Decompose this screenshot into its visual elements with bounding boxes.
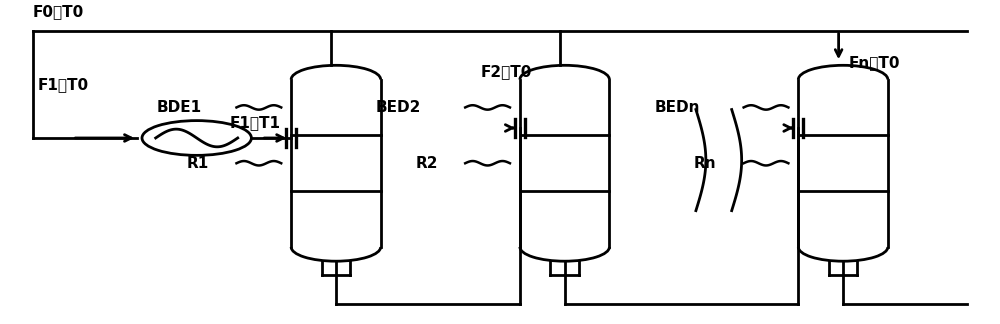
Text: F0、T0: F0、T0 xyxy=(33,4,84,19)
Text: BEDn: BEDn xyxy=(654,100,700,115)
Text: BED2: BED2 xyxy=(376,100,421,115)
FancyBboxPatch shape xyxy=(291,79,381,247)
Text: F2、T0: F2、T0 xyxy=(481,64,532,79)
Text: BDE1: BDE1 xyxy=(157,100,202,115)
Text: F1、T1: F1、T1 xyxy=(230,115,281,130)
Wedge shape xyxy=(520,65,609,79)
Text: R2: R2 xyxy=(415,156,438,171)
Wedge shape xyxy=(520,247,609,261)
Text: R1: R1 xyxy=(187,156,209,171)
Wedge shape xyxy=(798,247,888,261)
Wedge shape xyxy=(798,65,888,79)
Text: Fn、T0: Fn、T0 xyxy=(849,55,900,70)
FancyBboxPatch shape xyxy=(798,79,888,247)
Wedge shape xyxy=(291,247,381,261)
Text: Rn: Rn xyxy=(694,156,717,171)
Wedge shape xyxy=(291,65,381,79)
Text: F1、T0: F1、T0 xyxy=(38,77,89,92)
FancyBboxPatch shape xyxy=(520,79,609,247)
